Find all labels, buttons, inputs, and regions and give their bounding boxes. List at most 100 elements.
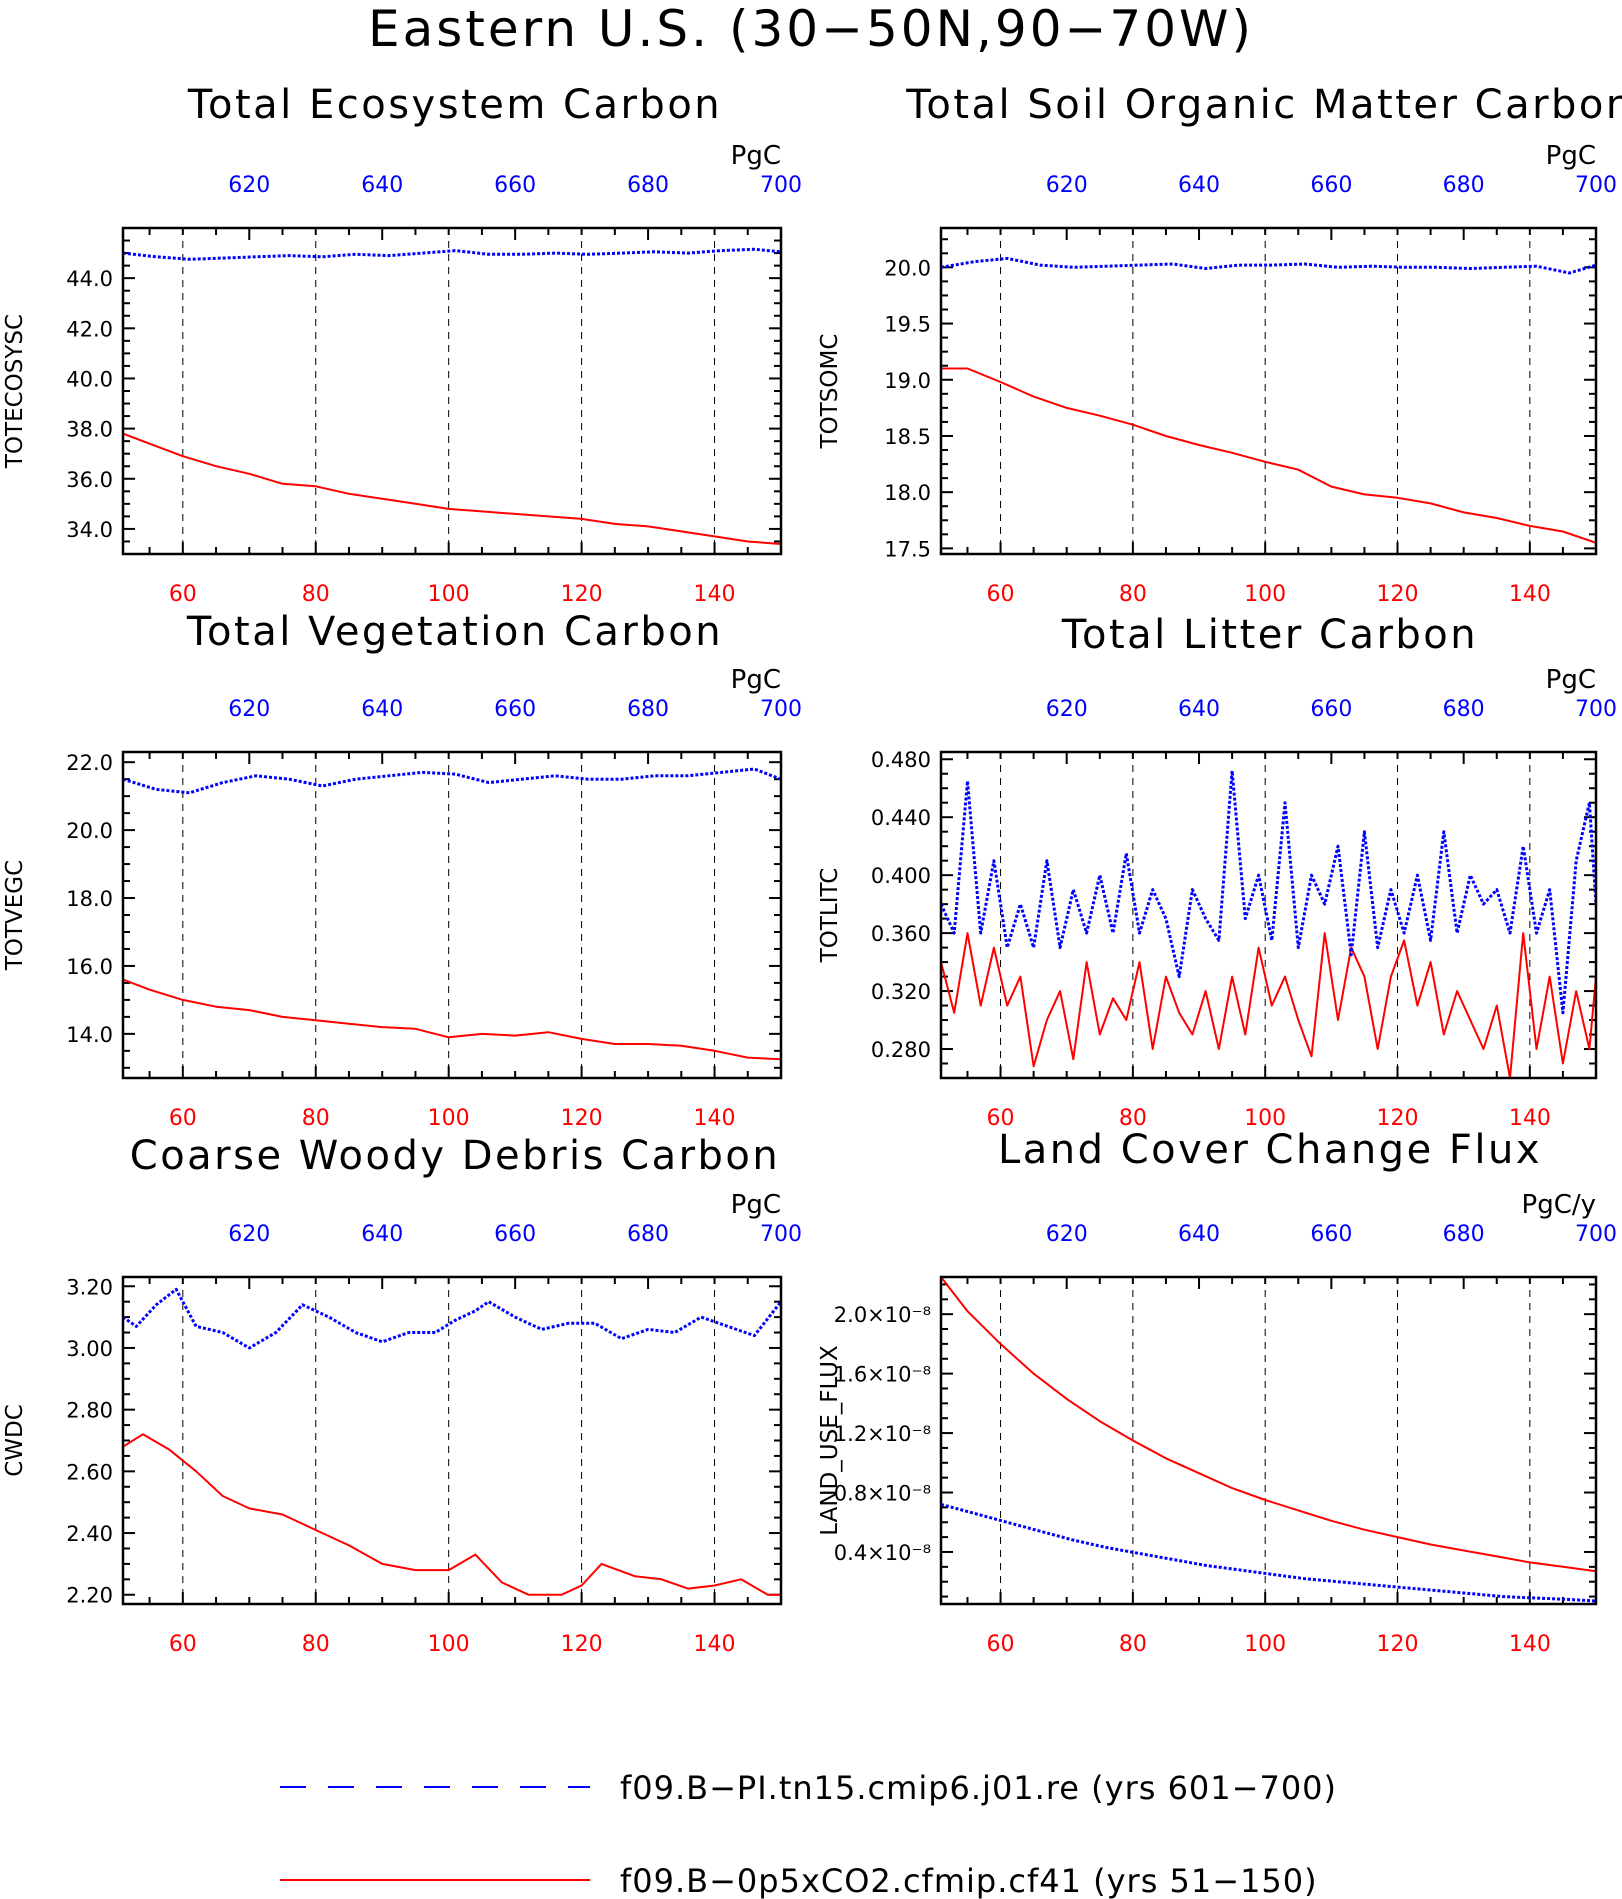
x-tick-label-bottom: 80 [302, 1106, 330, 1131]
units-label: PgC/y [1522, 1190, 1596, 1220]
chart-title: Coarse Woody Debris Carbon [130, 1133, 780, 1179]
series-line-blue [941, 256, 1596, 275]
chart-panel: Total Vegetation Carbon PgC 60 80 100 120 140 6… [2, 609, 802, 1131]
y-tick-label: 3.20 [66, 1275, 113, 1299]
y-tick-label: 0.440 [871, 806, 931, 830]
x-tick-label-bottom: 60 [169, 1632, 197, 1657]
x-tick-label-bottom: 140 [694, 582, 736, 607]
x-tick-label-top: 640 [1178, 697, 1220, 722]
x-tick-label-top: 640 [1178, 173, 1220, 198]
y-tick-label: 16.0 [66, 955, 113, 979]
units-label: PgC [731, 665, 781, 695]
x-tick-label-top: 620 [1046, 1222, 1088, 1247]
y-tick-label: 1.6×10⁻⁸ [834, 1363, 931, 1387]
x-tick-label-top: 680 [627, 697, 669, 722]
y-tick-label: 22.0 [66, 751, 113, 775]
chart-title: Total Ecosystem Carbon [187, 82, 722, 128]
x-tick-label-top: 680 [1443, 697, 1485, 722]
legend-label: f09.B−0p5xCO2.cfmip.cf41 (yrs 51−150) [620, 1862, 1318, 1899]
plot-frame [121, 750, 783, 1080]
x-tick-label-bottom: 100 [1244, 582, 1286, 607]
x-tick-label-top: 700 [1575, 697, 1617, 722]
series-line-red [941, 1277, 1596, 1573]
y-axis-label: TOTLITC [817, 868, 843, 964]
x-tick-label-top: 660 [494, 697, 536, 722]
legend-label: f09.B−PI.tn15.cmip6.j01.re (yrs 601−700) [620, 1769, 1337, 1807]
x-tick-label-top: 680 [1443, 173, 1485, 198]
chart-panel: Total Soil Organic Matter Carbon PgC 60 80 1… [817, 82, 1622, 607]
series-line-red [123, 432, 781, 545]
x-tick-label-top: 700 [760, 1222, 802, 1247]
x-tick-label-bottom: 140 [694, 1106, 736, 1131]
x-tick-label-bottom: 60 [987, 1632, 1015, 1657]
x-tick-label-bottom: 80 [1119, 1106, 1147, 1131]
x-tick-label-top: 620 [228, 1222, 270, 1247]
x-tick-label-bottom: 80 [302, 582, 330, 607]
figure-title: Eastern U.S. (30−50N,90−70W) [368, 0, 1254, 58]
plot-frame [939, 750, 1598, 1080]
y-tick-label: 3.00 [66, 1337, 113, 1361]
x-tick-label-top: 620 [228, 173, 270, 198]
y-axis-label: TOTECOSYSC [2, 314, 28, 469]
y-tick-label: 38.0 [66, 418, 113, 442]
x-tick-label-bottom: 80 [1119, 582, 1147, 607]
chart-panel: Total Ecosystem Carbon PgC 60 80 100 120 140 62… [2, 82, 802, 607]
x-tick-label-top: 700 [760, 173, 802, 198]
y-tick-label: 2.60 [66, 1460, 113, 1484]
y-tick-label: 2.40 [66, 1522, 113, 1546]
x-tick-label-bottom: 120 [561, 582, 603, 607]
chart-title: Land Cover Change Flux [998, 1127, 1542, 1173]
y-axis-label: TOTVEGC [2, 860, 28, 971]
x-tick-label-bottom: 140 [694, 1632, 736, 1657]
y-tick-label: 44.0 [66, 267, 113, 291]
x-tick-label-bottom: 60 [987, 582, 1015, 607]
series-line-red [941, 367, 1596, 544]
x-tick-label-top: 680 [1443, 1222, 1485, 1247]
y-tick-label: 0.320 [871, 980, 931, 1004]
y-tick-label: 0.8×10⁻⁸ [834, 1482, 931, 1506]
y-tick-label: 2.0×10⁻⁸ [834, 1303, 931, 1327]
x-tick-label-bottom: 100 [428, 1106, 470, 1131]
x-tick-label-top: 700 [760, 697, 802, 722]
chart-title: Total Soil Organic Matter Carbon [905, 82, 1622, 128]
y-tick-label: 40.0 [66, 367, 113, 391]
x-tick-label-top: 640 [1178, 1222, 1220, 1247]
chart-panel: Land Cover Change Flux PgC/y 60 80 100 120 140… [817, 1127, 1617, 1657]
y-tick-label: 20.0 [884, 256, 931, 280]
x-tick-label-top: 640 [361, 697, 403, 722]
x-tick-label-bottom: 120 [1377, 1106, 1419, 1131]
x-tick-label-top: 620 [228, 697, 270, 722]
y-tick-label: 2.80 [66, 1399, 113, 1423]
y-tick-label: 36.0 [66, 468, 113, 492]
plot-frame [939, 226, 1598, 556]
y-tick-label: 34.0 [66, 518, 113, 542]
y-tick-label: 18.0 [66, 887, 113, 911]
plot-frame [121, 226, 783, 556]
series-line-blue [941, 769, 1596, 1015]
y-tick-label: 18.0 [884, 481, 931, 505]
x-tick-label-top: 640 [361, 1222, 403, 1247]
series-line-red [123, 978, 781, 1061]
x-tick-label-top: 660 [1310, 1222, 1352, 1247]
series-line-blue [123, 1287, 781, 1350]
y-tick-label: 19.5 [884, 313, 931, 337]
series-line-blue [941, 1502, 1596, 1603]
x-tick-label-bottom: 120 [1377, 1632, 1419, 1657]
chart-panel: Total Litter Carbon PgC 60 80 100 120 140 620 64… [817, 612, 1617, 1131]
x-tick-label-top: 660 [1310, 173, 1352, 198]
units-label: PgC [731, 1190, 781, 1220]
x-tick-label-bottom: 100 [428, 582, 470, 607]
series-line-blue [123, 247, 781, 261]
y-tick-label: 0.280 [871, 1038, 931, 1062]
series-line-red [941, 932, 1596, 1078]
y-axis-label: LAND_USE_FLUX [817, 1345, 843, 1536]
x-tick-label-bottom: 100 [428, 1632, 470, 1657]
y-tick-label: 0.360 [871, 922, 931, 946]
chart-panel: Coarse Woody Debris Carbon PgC 60 80 100 120 1… [2, 1133, 802, 1657]
y-tick-label: 2.20 [66, 1584, 113, 1608]
series-line-red [123, 1433, 781, 1596]
units-label: PgC [1546, 665, 1596, 695]
y-tick-label: 42.0 [66, 317, 113, 341]
y-tick-label: 17.5 [884, 537, 931, 561]
y-axis-label: CWDC [2, 1404, 28, 1477]
